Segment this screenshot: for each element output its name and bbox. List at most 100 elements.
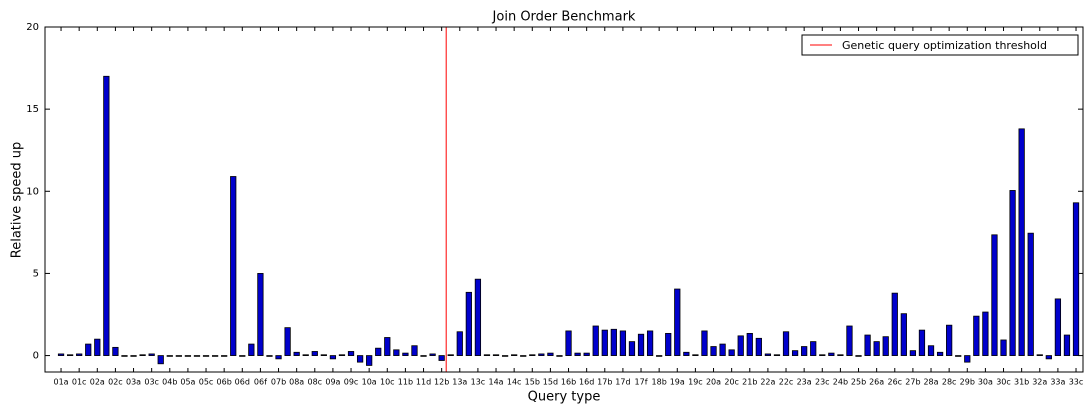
x-tick-label: 05a: [180, 378, 195, 387]
bar: [1009, 190, 1016, 356]
bar: [801, 346, 808, 356]
x-tick-label: 30a: [978, 378, 993, 387]
bar: [791, 350, 799, 356]
bar: [547, 352, 554, 356]
x-tick-label: 14c: [507, 378, 522, 387]
bar: [329, 355, 337, 360]
bar: [565, 330, 572, 356]
bar: [474, 278, 482, 356]
x-tick-label: 18b: [652, 378, 667, 387]
x-tick-label: 13a: [452, 378, 467, 387]
x-tick-label: 31b: [1014, 378, 1029, 387]
y-tick-label: 0: [33, 351, 39, 362]
x-tick-label: 20a: [706, 378, 721, 387]
bar: [248, 343, 255, 356]
bar: [284, 327, 291, 356]
bar: [592, 325, 599, 356]
x-tick-label: 04b: [162, 378, 177, 387]
chart-title: Join Order Benchmark: [492, 10, 636, 25]
bar: [266, 355, 273, 357]
x-tick-label: 03a: [126, 378, 141, 387]
bar: [574, 352, 581, 356]
bar: [293, 351, 300, 356]
x-tick-label: 17f: [635, 378, 648, 387]
bar: [320, 354, 327, 356]
bar: [556, 355, 563, 357]
bar: [139, 354, 146, 356]
plot-frame: [44, 26, 1084, 373]
bar: [501, 355, 509, 357]
x-tick-label: 08c: [307, 378, 322, 387]
bar: [764, 353, 772, 356]
bar: [1027, 232, 1034, 356]
bar: [701, 330, 708, 356]
bar: [719, 343, 726, 356]
x-tick-label: 30c: [996, 378, 1011, 387]
bar: [1000, 339, 1007, 356]
y-tick-label: 10: [26, 186, 39, 197]
bar: [782, 331, 790, 356]
bar: [85, 343, 92, 356]
x-tick-label: 06f: [254, 378, 267, 387]
x-tick-label: 11d: [416, 378, 431, 387]
x-tick-label: 29b: [960, 378, 975, 387]
bar: [239, 355, 246, 357]
bar: [900, 313, 907, 356]
bar: [601, 329, 608, 356]
bar: [393, 349, 400, 356]
bar: [837, 354, 844, 356]
x-tick-label: 03c: [144, 378, 159, 387]
bar: [628, 341, 636, 356]
bar: [384, 337, 391, 356]
x-tick-label: 11b: [398, 378, 413, 387]
bar: [1063, 334, 1071, 356]
x-tick-label: 09a: [325, 378, 340, 387]
bar: [619, 330, 627, 356]
bar: [347, 351, 355, 356]
bar: [148, 353, 155, 356]
bar: [1018, 128, 1025, 356]
bar: [112, 346, 119, 356]
bar: [891, 292, 898, 356]
x-tick-label: 27b: [905, 378, 920, 387]
bar: [755, 337, 762, 356]
x-tick-label: 24b: [833, 378, 848, 387]
bar: [157, 355, 164, 365]
bar: [211, 355, 219, 357]
y-tick-label: 15: [26, 104, 39, 115]
x-tick-label: 23a: [797, 378, 812, 387]
x-tick-label: 10a: [362, 378, 377, 387]
bar: [610, 328, 617, 356]
legend-label: Genetic query optimization threshold: [842, 39, 1047, 52]
bar: [683, 351, 690, 356]
bar: [991, 234, 998, 356]
x-tick-label: 32a: [1032, 378, 1047, 387]
bar: [302, 354, 309, 356]
bar: [202, 355, 210, 357]
bar: [737, 335, 744, 356]
x-tick-label: 16b: [561, 378, 576, 387]
bar: [1036, 354, 1043, 356]
x-tick-label: 16d: [579, 378, 594, 387]
bar: [184, 355, 192, 357]
bar: [375, 347, 382, 356]
bar: [121, 355, 128, 357]
x-tick-label: 13c: [471, 378, 486, 387]
x-tick-label: 23c: [815, 378, 830, 387]
bar: [492, 354, 500, 356]
bar: [855, 355, 862, 357]
bar: [1054, 298, 1062, 356]
bar: [964, 355, 971, 363]
x-tick-label: 01a: [53, 378, 68, 387]
bar: [411, 345, 418, 356]
bar: [746, 332, 753, 356]
x-tick-label: 21b: [742, 378, 757, 387]
bar: [936, 351, 944, 356]
x-tick-label: 26a: [869, 378, 884, 387]
bar: [402, 352, 409, 356]
bar: [1072, 202, 1080, 356]
bar: [338, 354, 346, 356]
x-tick-label: 33a: [1050, 378, 1065, 387]
bar: [311, 351, 318, 356]
